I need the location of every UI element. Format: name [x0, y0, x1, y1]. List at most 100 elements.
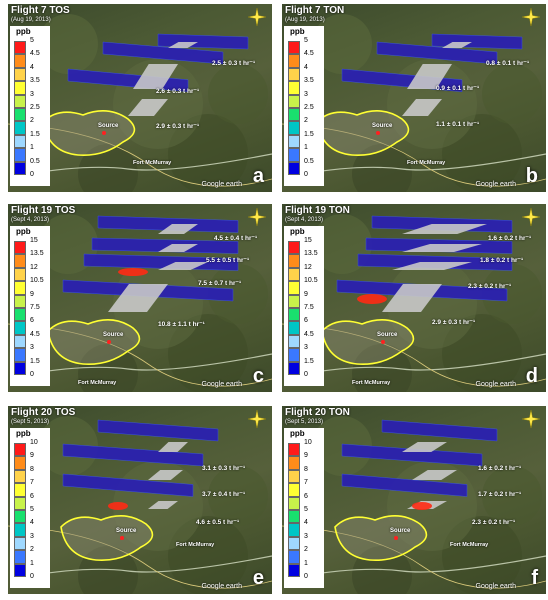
- panel-b: Flight 7 TON (Aug 19, 2013) ppb 5 4.5 4 3.5 3 2.…: [282, 4, 546, 192]
- flux-plane: [402, 442, 447, 452]
- legend-tick-label: 12: [30, 263, 38, 271]
- panel-d: Flight 19 TON (Sept 4, 2013) ppb 15 13.5 12 10…: [282, 204, 546, 392]
- legend-swatch: [288, 496, 300, 510]
- city-label: Fort McMurray: [176, 542, 215, 548]
- legend-tick-label: 9: [304, 290, 308, 298]
- city-label: Fort McMurray: [352, 380, 391, 386]
- source-label: Source: [103, 332, 124, 338]
- source-label: Source: [98, 123, 119, 129]
- concentration-curtain: [381, 419, 498, 442]
- legend-unit: ppb: [290, 227, 305, 236]
- legend-swatch: [14, 563, 26, 577]
- legend-tick-label: 10.5: [30, 277, 44, 285]
- legend-swatch: [14, 348, 26, 362]
- source-label: Source: [372, 123, 393, 129]
- city-label: Fort McMurray: [407, 160, 446, 166]
- legend-swatch: [14, 134, 26, 149]
- legend-swatch: [288, 510, 300, 524]
- flux-plane: [158, 262, 208, 270]
- google-earth-logo: Google earth: [475, 583, 516, 590]
- flight-date: (Sept 4, 2013): [11, 217, 50, 223]
- legend-swatch: [14, 121, 26, 135]
- legend-swatch: [14, 54, 26, 68]
- panel-e: Flight 20 TOS (Sept 5, 2013) ppb 10 9 8 7 6 5 4 3 2…: [8, 406, 272, 594]
- legend-swatch: [288, 254, 300, 268]
- legend-swatch: [14, 510, 26, 524]
- terrain-patch: [38, 214, 98, 274]
- legend-swatch: [288, 469, 300, 484]
- legend-swatch: [14, 321, 26, 335]
- flux-plane: [133, 64, 178, 89]
- legend-swatch: [14, 523, 26, 537]
- legend-tick-label: 10: [304, 439, 312, 446]
- legend-tick-label: 5: [30, 37, 34, 44]
- source-label: Source: [390, 528, 411, 534]
- legend-tick-label: 3.5: [304, 77, 314, 85]
- legend-tick-label: 7: [30, 479, 34, 487]
- legend-tick-label: 1: [30, 559, 34, 567]
- terrain-patch: [482, 264, 542, 324]
- legend-swatch: [288, 443, 300, 457]
- legend-swatch: [288, 563, 300, 577]
- legend-tick-label: 10: [30, 439, 38, 446]
- river-line: [27, 153, 272, 175]
- legend-swatch: [14, 94, 26, 108]
- road-line: [282, 525, 546, 589]
- legend-tick-label: 1: [304, 144, 308, 152]
- legend-swatch: [14, 254, 26, 268]
- legend-tick-label: 2: [30, 546, 34, 554]
- plume-hotspot: [412, 502, 432, 510]
- legend-tick-label: 7: [304, 479, 308, 487]
- panel-title: Flight 19 TON: [285, 205, 350, 216]
- legend-tick-label: 15: [30, 237, 38, 244]
- legend-swatch: [14, 361, 26, 375]
- color-legend: ppb 15 13.5 12 10.5 9 7.5 6 4.5 3 1.5 0: [284, 226, 324, 386]
- legend-swatch: [14, 483, 26, 497]
- legend-swatch: [288, 241, 300, 255]
- legend-swatch: [288, 108, 300, 122]
- legend-tick-label: 2: [304, 546, 308, 554]
- sun-compass-icon: [522, 410, 540, 428]
- legend-swatch: [288, 483, 300, 497]
- legend-swatch: [288, 348, 300, 362]
- plume-hotspot: [108, 502, 128, 510]
- flux-plane: [392, 262, 472, 270]
- legend-tick-label: 5: [30, 506, 34, 513]
- panel-title: Flight 7 TOS: [11, 5, 70, 16]
- flux-label: 2.3 ± 0.2 t hr⁻¹: [468, 283, 512, 290]
- legend-swatch: [288, 134, 300, 149]
- flux-plane: [442, 42, 472, 48]
- panel-letter: f: [531, 567, 538, 589]
- legend-swatch: [288, 148, 300, 162]
- legend-tick-label: 15: [304, 237, 312, 244]
- legend-swatch: [288, 321, 300, 335]
- google-earth-logo: Google earth: [201, 181, 242, 188]
- legend-tick-label: 6: [304, 317, 308, 325]
- legend-swatch: [14, 281, 26, 295]
- terrain-patch: [482, 64, 542, 124]
- legend-tick-label: 5: [304, 37, 308, 44]
- road-line: [8, 525, 272, 589]
- concentration-curtain: [91, 237, 239, 254]
- concentration-curtain: [341, 473, 468, 497]
- sun-compass-icon: [248, 8, 266, 26]
- terrain-patch: [387, 259, 477, 349]
- google-earth-logo: Google earth: [475, 181, 516, 188]
- flux-label: 3.7 ± 0.4 t hr⁻¹: [202, 491, 246, 498]
- road-line: [282, 123, 546, 187]
- legend-swatch: [14, 267, 26, 282]
- legend-tick-label: 3: [304, 532, 308, 540]
- satellite-map: [282, 14, 546, 192]
- panel-title: Flight 7 TON: [285, 5, 345, 16]
- legend-swatch: [14, 294, 26, 308]
- legend-swatch: [288, 94, 300, 108]
- flux-label: 0.8 ± 0.1 t hr⁻¹: [486, 60, 530, 67]
- sun-compass-icon: [522, 8, 540, 26]
- legend-swatch: [14, 108, 26, 122]
- color-legend: ppb 5 4.5 4 3.5 3 2.5 2 1.5 1 0.5 0: [10, 26, 50, 186]
- legend-tick-label: 3: [30, 90, 34, 98]
- road-line: [282, 323, 546, 387]
- legend-tick-label: 2: [304, 117, 308, 125]
- color-legend: ppb 15 13.5 12 10.5 9 7.5 6 4.5 3 1.5 0: [10, 226, 50, 386]
- legend-tick-label: 7.5: [304, 304, 314, 311]
